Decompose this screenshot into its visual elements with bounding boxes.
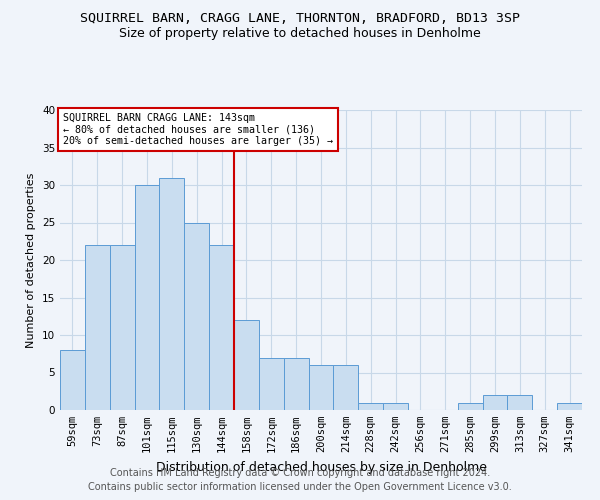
Bar — [160, 178, 184, 410]
Bar — [85, 245, 110, 410]
Bar — [184, 222, 209, 410]
Bar — [334, 365, 358, 410]
Bar — [284, 358, 308, 410]
Bar — [383, 402, 408, 410]
Bar — [134, 185, 160, 410]
Bar — [60, 350, 85, 410]
Text: Contains HM Land Registry data © Crown copyright and database right 2024.: Contains HM Land Registry data © Crown c… — [110, 468, 490, 477]
Bar — [458, 402, 482, 410]
Bar — [209, 245, 234, 410]
Bar — [482, 395, 508, 410]
Bar — [358, 402, 383, 410]
Bar — [557, 402, 582, 410]
Bar — [110, 245, 134, 410]
Bar — [234, 320, 259, 410]
Text: Contains public sector information licensed under the Open Government Licence v3: Contains public sector information licen… — [88, 482, 512, 492]
Text: SQUIRREL BARN, CRAGG LANE, THORNTON, BRADFORD, BD13 3SP: SQUIRREL BARN, CRAGG LANE, THORNTON, BRA… — [80, 12, 520, 26]
Bar — [308, 365, 334, 410]
Bar — [259, 358, 284, 410]
Bar — [508, 395, 532, 410]
Text: SQUIRREL BARN CRAGG LANE: 143sqm
← 80% of detached houses are smaller (136)
20% : SQUIRREL BARN CRAGG LANE: 143sqm ← 80% o… — [62, 113, 332, 146]
Text: Size of property relative to detached houses in Denholme: Size of property relative to detached ho… — [119, 28, 481, 40]
Y-axis label: Number of detached properties: Number of detached properties — [26, 172, 37, 348]
X-axis label: Distribution of detached houses by size in Denholme: Distribution of detached houses by size … — [155, 460, 487, 473]
